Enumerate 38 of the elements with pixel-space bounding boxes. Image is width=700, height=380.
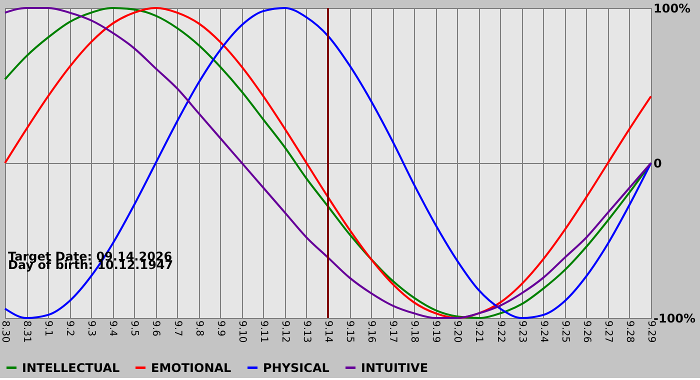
x-tick-label: 9.14 [322, 320, 334, 343]
x-tick-label: 9.6 [150, 320, 162, 336]
x-tick-label: 9.26 [580, 320, 592, 343]
x-tick-label: 9.25 [559, 320, 570, 343]
y-tick-label: 100% [654, 2, 691, 16]
x-tick-label: 9.15 [344, 320, 356, 343]
x-tick-label: 9.2 [64, 320, 76, 336]
x-tick-label: 9.29 [646, 320, 656, 343]
x-tick-label: 9.4 [107, 320, 118, 336]
x-tick-label: 9.13 [300, 320, 312, 343]
x-tick-label: 9.8 [193, 320, 204, 336]
legend-label: INTUITIVE [361, 360, 428, 375]
x-tick-label: 9.10 [236, 320, 248, 343]
legend-label: PHYSICAL [263, 360, 330, 375]
x-tick-label: 9.28 [624, 320, 635, 343]
x-tick-label: 9.17 [387, 320, 398, 343]
x-tick-label: 9.9 [214, 320, 226, 336]
x-tick-label: 9.5 [128, 320, 140, 336]
x-tick-label: 9.16 [366, 320, 377, 343]
x-tick-label: 9.18 [408, 320, 420, 343]
x-tick-label: 8.30 [0, 320, 10, 343]
x-tick-label: 9.20 [452, 320, 463, 343]
x-tick-label: 9.1 [42, 320, 54, 336]
x-tick-label: 8.31 [21, 320, 32, 343]
x-tick-label: 9.21 [473, 320, 484, 343]
legend-label: EMOTIONAL [151, 360, 232, 375]
x-tick-label: 9.11 [258, 320, 269, 343]
x-tick-label: 9.23 [516, 320, 528, 343]
x-tick-label: 9.7 [172, 320, 183, 336]
legend-label: INTELLECTUAL [22, 360, 120, 375]
x-tick-label: 9.22 [494, 320, 506, 343]
y-tick-label: 0 [654, 156, 662, 170]
line-series [4, 7, 652, 319]
x-tick-label: 9.3 [86, 320, 97, 336]
x-tick-label: 9.27 [602, 320, 614, 343]
x-tick-label: 9.24 [538, 320, 549, 343]
x-tick-label: 9.12 [279, 320, 290, 343]
x-tick-label: 9.19 [430, 320, 442, 343]
